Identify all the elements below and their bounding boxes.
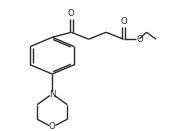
Text: O: O [120,17,127,26]
Text: O: O [68,9,75,18]
Text: O: O [137,35,144,44]
Text: N: N [49,90,56,99]
Text: O: O [49,122,56,131]
